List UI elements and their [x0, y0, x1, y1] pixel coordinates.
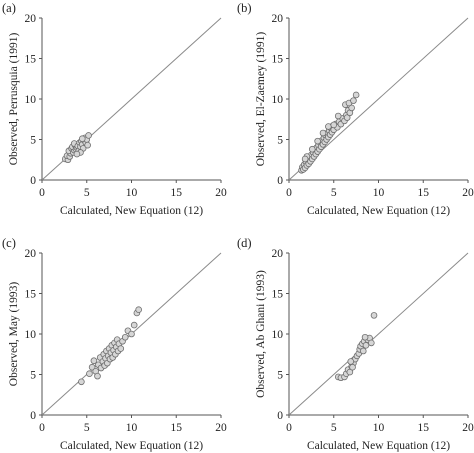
scatter-point — [359, 347, 367, 355]
x-tick-label: 15 — [418, 422, 430, 434]
panel-label: (a) — [2, 1, 16, 15]
scatter-point — [308, 145, 316, 153]
x-tick-label: 15 — [171, 422, 183, 434]
scatter-point — [301, 155, 309, 163]
y-tick-label: 5 — [277, 135, 283, 147]
panel-3: 0 5 10 15 20 0 5 10 15 20 Calculated, New Equation… — [2, 236, 227, 452]
x-tick-label: 10 — [126, 422, 138, 434]
x-tick-label: 0 — [39, 422, 45, 434]
scatter-point — [85, 132, 92, 139]
x-axis-title: Calculated, New Equation (12) — [307, 205, 450, 217]
scatter-point — [135, 306, 142, 314]
scatter-point — [325, 123, 332, 130]
y-tick-label: 0 — [277, 175, 283, 187]
scatter-point — [350, 97, 357, 104]
y-tick-label: 20 — [272, 13, 284, 25]
panel-label: (d) — [237, 236, 252, 250]
x-tick-label: 10 — [373, 187, 385, 199]
scatter-point — [370, 312, 378, 319]
scatter-point — [90, 357, 98, 365]
y-tick-label: 15 — [272, 54, 284, 66]
scatter-point — [334, 112, 342, 120]
scatter-point — [347, 358, 355, 365]
x-tick-label: 0 — [286, 187, 292, 199]
y-tick-label: 5 — [277, 370, 283, 382]
panel-1: 0 5 10 15 20 0 5 10 15 20 Calculated, New Equation… — [2, 1, 227, 217]
panel-label: (b) — [237, 1, 252, 15]
x-tick-label: 10 — [126, 187, 138, 199]
y-tick-label: 15 — [25, 54, 37, 66]
scatter-point — [352, 91, 360, 99]
scatter-points — [78, 306, 142, 386]
scatter-points — [61, 132, 92, 164]
panel-4: 0 5 10 15 20 0 5 10 15 20 Calculated, New Equation… — [237, 236, 474, 452]
y-tick-label: 15 — [25, 289, 37, 301]
x-tick-label: 10 — [373, 422, 385, 434]
y-tick-label: 0 — [30, 410, 36, 422]
y-axis-title: Observed, Perrusquia (1991) — [8, 33, 20, 166]
scatter-point — [73, 150, 81, 158]
x-axis-title: Calculated, New Equation (12) — [307, 440, 450, 452]
scatter-point — [84, 141, 91, 149]
x-tick-label: 5 — [84, 422, 90, 434]
x-tick-label: 20 — [462, 422, 474, 434]
x-tick-label: 20 — [462, 187, 474, 199]
y-tick-label: 20 — [25, 248, 37, 260]
x-tick-label: 20 — [215, 422, 227, 434]
scatter-point — [130, 321, 138, 329]
y-tick-label: 15 — [272, 289, 284, 301]
scatter-point — [128, 330, 135, 338]
scatter-points — [334, 312, 378, 382]
scatter-point — [319, 129, 327, 137]
scatter-point — [362, 342, 370, 349]
y-tick-label: 10 — [272, 94, 284, 106]
scatter-point — [343, 114, 351, 121]
y-tick-label: 20 — [25, 13, 37, 25]
y-tick-label: 10 — [25, 329, 37, 341]
y-tick-label: 0 — [277, 410, 283, 422]
scatter-point — [86, 370, 93, 377]
x-tick-label: 0 — [39, 187, 45, 199]
x-axis-title: Calculated, New Equation (12) — [60, 440, 203, 452]
y-tick-label: 0 — [30, 175, 36, 187]
panel-2: 0 5 10 15 20 0 5 10 15 20 Calculated, New Equation… — [237, 1, 474, 217]
y-tick-label: 20 — [272, 248, 284, 260]
y-tick-label: 5 — [30, 370, 36, 382]
x-tick-label: 15 — [418, 187, 430, 199]
scatter-point — [121, 333, 129, 341]
identity-line — [288, 252, 469, 416]
y-axis-title: Observed, Ab Ghani (1993) — [255, 270, 267, 398]
y-axis-title: Observed, El-Zaemey (1991) — [255, 32, 267, 167]
scatter-point — [117, 345, 125, 352]
x-tick-label: 5 — [84, 187, 90, 199]
y-tick-label: 10 — [272, 329, 284, 341]
scatter-point — [330, 121, 338, 129]
scatter-point — [368, 339, 375, 347]
y-axis-title: Observed, May (1993) — [8, 282, 20, 387]
y-tick-label: 10 — [25, 94, 37, 106]
x-tick-label: 0 — [286, 422, 292, 434]
x-tick-label: 15 — [171, 187, 183, 199]
x-axis-title: Calculated, New Equation (12) — [60, 205, 203, 217]
panel-label: (c) — [2, 236, 16, 250]
x-tick-label: 20 — [215, 187, 227, 199]
scatter-points — [298, 91, 360, 174]
scatter-point — [349, 363, 356, 371]
scatter-point — [78, 135, 86, 142]
scatter-point — [78, 378, 85, 386]
x-tick-label: 5 — [331, 187, 337, 199]
scatter-point — [361, 333, 369, 341]
scatter-point — [94, 372, 101, 380]
scatter-point — [88, 363, 96, 371]
scatter-point — [314, 137, 321, 145]
y-tick-label: 5 — [30, 135, 36, 147]
x-tick-label: 5 — [331, 422, 337, 434]
scatter-point — [348, 104, 355, 112]
